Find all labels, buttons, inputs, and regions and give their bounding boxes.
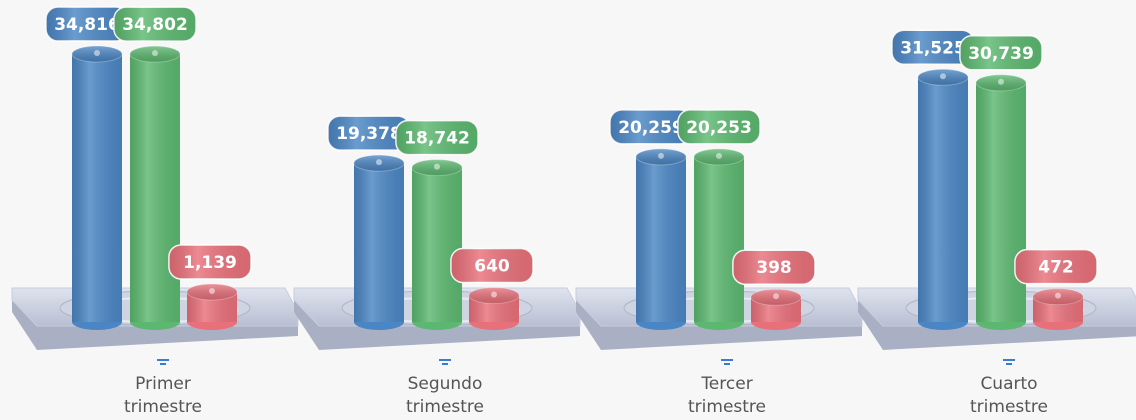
bar-top-dot	[940, 73, 946, 79]
bar-top-dot	[209, 288, 215, 294]
bar-shade	[694, 157, 744, 322]
bar-shade	[130, 54, 180, 322]
bar-top-dot	[1055, 293, 1061, 299]
bar-shade	[918, 77, 968, 322]
bar-shade	[72, 54, 122, 322]
data-label: 1,139	[183, 253, 237, 273]
data-label: 34,802	[122, 15, 188, 35]
x-tick-label: Segundo trimestre	[390, 373, 500, 419]
tick-icon	[157, 360, 169, 364]
bar-shade	[636, 157, 686, 322]
data-label: 18,742	[404, 129, 470, 149]
bar-top-dot	[998, 79, 1004, 85]
data-label: 30,739	[968, 44, 1034, 64]
data-label: 19,378	[336, 124, 402, 144]
data-label: 472	[1038, 258, 1074, 278]
bar-top-dot	[716, 153, 722, 159]
x-tick-label: Cuarto trimestre	[954, 373, 1064, 419]
data-label: 398	[756, 258, 792, 278]
bar-top-dot	[658, 153, 664, 159]
bar-top-dot	[773, 293, 779, 299]
bar-shade	[354, 163, 404, 322]
bar-top-dot	[94, 50, 100, 56]
data-label: 34,816	[54, 15, 120, 35]
bar-top-dot	[152, 50, 158, 56]
bar-top-dot	[491, 291, 497, 297]
x-tick-label: Primer trimestre	[108, 373, 218, 419]
bar-top-dot	[376, 159, 382, 165]
x-tick-label: Tercer trimestre	[672, 373, 782, 419]
tick-icon	[1003, 360, 1015, 364]
data-label: 20,253	[686, 118, 752, 138]
tick-icon	[721, 360, 733, 364]
data-label: 31,525	[900, 38, 966, 58]
chart-canvas: 34,816 19,378 20,259 31,525 34,802 18,742 20,2…	[0, 0, 1136, 420]
bar-top-dot	[434, 164, 440, 170]
bar-shade	[412, 168, 462, 322]
chart: 34,816 19,378 20,259 31,525 34,802 18,742 20,2…	[0, 0, 1136, 420]
tick-icon	[439, 360, 451, 364]
data-label: 640	[474, 256, 510, 276]
data-label: 20,259	[618, 118, 684, 138]
bar-shade	[976, 83, 1026, 322]
